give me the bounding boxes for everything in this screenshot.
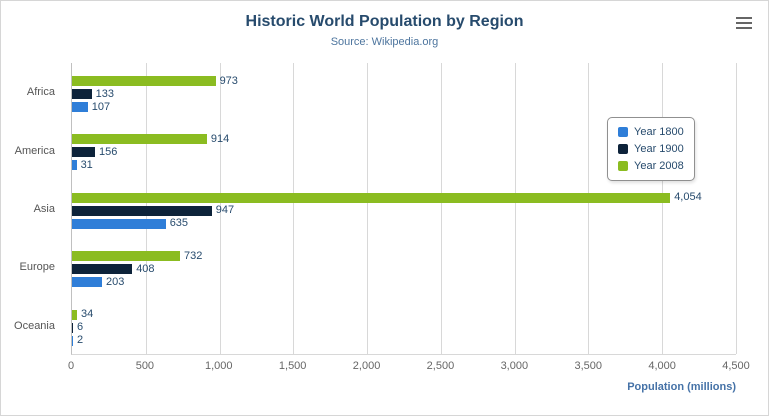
bar-year-1900[interactable] — [72, 205, 212, 216]
hamburger-bar — [736, 27, 752, 29]
bar-wrap: 4,054 — [72, 191, 736, 204]
bar-value-label: 973 — [219, 74, 238, 87]
bar-value-label: 133 — [95, 87, 114, 100]
x-axis-labels: 0 500 1,000 1,500 2,000 2,500 3,000 3,500 4,000 4… — [67, 360, 750, 374]
bar-year-1900[interactable] — [72, 264, 133, 275]
chart-subtitle: Source: Wikipedia.org — [330, 36, 439, 48]
bar-value-label: 635 — [169, 217, 189, 230]
bar-year-2008[interactable] — [72, 251, 180, 262]
bar-year-1800[interactable] — [72, 160, 77, 171]
hamburger-bar — [736, 22, 752, 24]
bar-wrap: 107 — [72, 100, 736, 113]
bar-value-label: 732 — [184, 249, 203, 262]
bar-wrap: 973 — [72, 74, 736, 87]
bar-value-label: 4,054 — [674, 191, 702, 204]
bar-year-2008[interactable] — [72, 134, 207, 145]
x-tick-label: 4,500 — [722, 360, 750, 372]
bar-value-label: 408 — [136, 262, 155, 275]
bar-group: 4,054 947 635 — [72, 180, 736, 238]
bar-value-label: 203 — [105, 275, 125, 288]
bar-year-1800[interactable] — [72, 102, 88, 112]
x-tick-label: 4,000 — [648, 360, 676, 372]
chart-title: Historic World Population by Region — [245, 13, 524, 30]
bar-value-label: 107 — [91, 100, 111, 113]
legend-swatch-icon — [618, 161, 628, 171]
bar-group: 973 133 107 — [72, 63, 736, 121]
category-label: Oceania — [14, 319, 55, 332]
bar-year-1900[interactable] — [72, 147, 96, 158]
bar-value-label: 914 — [210, 132, 230, 145]
gridline — [293, 63, 295, 354]
legend-label: Year 1900 — [634, 143, 684, 155]
bar-year-2008[interactable] — [72, 192, 671, 203]
x-tick-label: 1,000 — [205, 360, 233, 372]
gridline — [736, 63, 737, 354]
bar-year-1900[interactable] — [72, 89, 92, 99]
hamburger-menu-icon[interactable] — [736, 17, 752, 29]
bar-wrap: 2 — [72, 334, 736, 347]
category-label: Africa — [26, 86, 55, 99]
bar-value-label: 156 — [99, 145, 118, 158]
bar-year-1800[interactable] — [72, 277, 102, 288]
gridline — [662, 63, 664, 354]
gridline — [588, 63, 590, 354]
x-tick-label: 1,500 — [278, 360, 307, 372]
x-axis-title: Population (millions) — [627, 381, 736, 393]
category-label: Asia — [33, 202, 55, 215]
plot-area: 973 133 107 914 156 31 4,054 947 635 732 408 203 34 6… — [71, 63, 737, 355]
x-tick-label: 3,500 — [574, 360, 602, 372]
legend-item[interactable]: Year 1800 — [618, 126, 684, 138]
bar-wrap: 947 — [72, 204, 736, 217]
legend-items: Year 1800 Year 1900 Year 2008 — [618, 126, 684, 172]
gridline — [219, 63, 221, 354]
bar-year-2008[interactable] — [72, 76, 216, 86]
legend-item[interactable]: Year 2008 — [618, 160, 684, 172]
bar-rows: 973 133 107 914 156 31 4,054 947 635 732 408 203 34 6… — [72, 63, 736, 354]
gridline — [440, 63, 442, 354]
bar-wrap: 408 — [72, 262, 736, 275]
gridline — [514, 63, 516, 354]
bar-wrap: 635 — [72, 217, 736, 230]
bar-value-label: 34 — [81, 308, 94, 321]
x-tick-label: 3,000 — [500, 360, 529, 372]
legend-swatch-icon — [618, 144, 628, 154]
bar-wrap: 34 — [72, 308, 736, 321]
bar-value-label: 947 — [215, 204, 235, 217]
category-axis: Africa America Asia Europe Oceania — [1, 63, 63, 355]
hamburger-bar — [736, 17, 752, 19]
gridline — [367, 63, 369, 354]
bar-wrap: 31 — [72, 158, 736, 171]
x-tick-label: 0 — [67, 360, 75, 372]
x-tick-label: 2,000 — [352, 360, 381, 372]
category-label: Europe — [19, 261, 55, 274]
bar-wrap: 133 — [72, 87, 736, 100]
legend-label: Year 2008 — [634, 160, 684, 172]
bar-value-label: 2 — [77, 334, 84, 347]
bar-group: 732 408 203 — [72, 238, 736, 296]
bar-wrap: 914 — [72, 132, 736, 145]
legend-item[interactable]: Year 1900 — [618, 143, 684, 155]
x-tick-label: 500 — [135, 360, 155, 372]
bar-wrap: 203 — [72, 275, 736, 288]
bar-year-2008[interactable] — [72, 309, 78, 320]
bar-year-1800[interactable] — [72, 335, 73, 346]
legend: Year 1800 Year 1900 Year 2008 — [607, 117, 695, 181]
legend-swatch-icon — [618, 127, 628, 137]
bar-group: 34 6 2 — [72, 297, 736, 355]
bar-value-label: 31 — [80, 158, 93, 171]
bar-wrap: 732 — [72, 249, 736, 262]
bar-year-1900[interactable] — [72, 322, 73, 333]
bar-year-1800[interactable] — [72, 218, 166, 229]
x-tick-label: 2,500 — [426, 360, 455, 372]
bar-value-label: 6 — [77, 321, 84, 334]
bar-group: 914 156 31 — [72, 121, 736, 179]
legend-label: Year 1800 — [634, 126, 684, 138]
bar-wrap: 156 — [72, 145, 736, 158]
bar-wrap: 6 — [72, 321, 736, 334]
category-label: America — [14, 144, 55, 157]
